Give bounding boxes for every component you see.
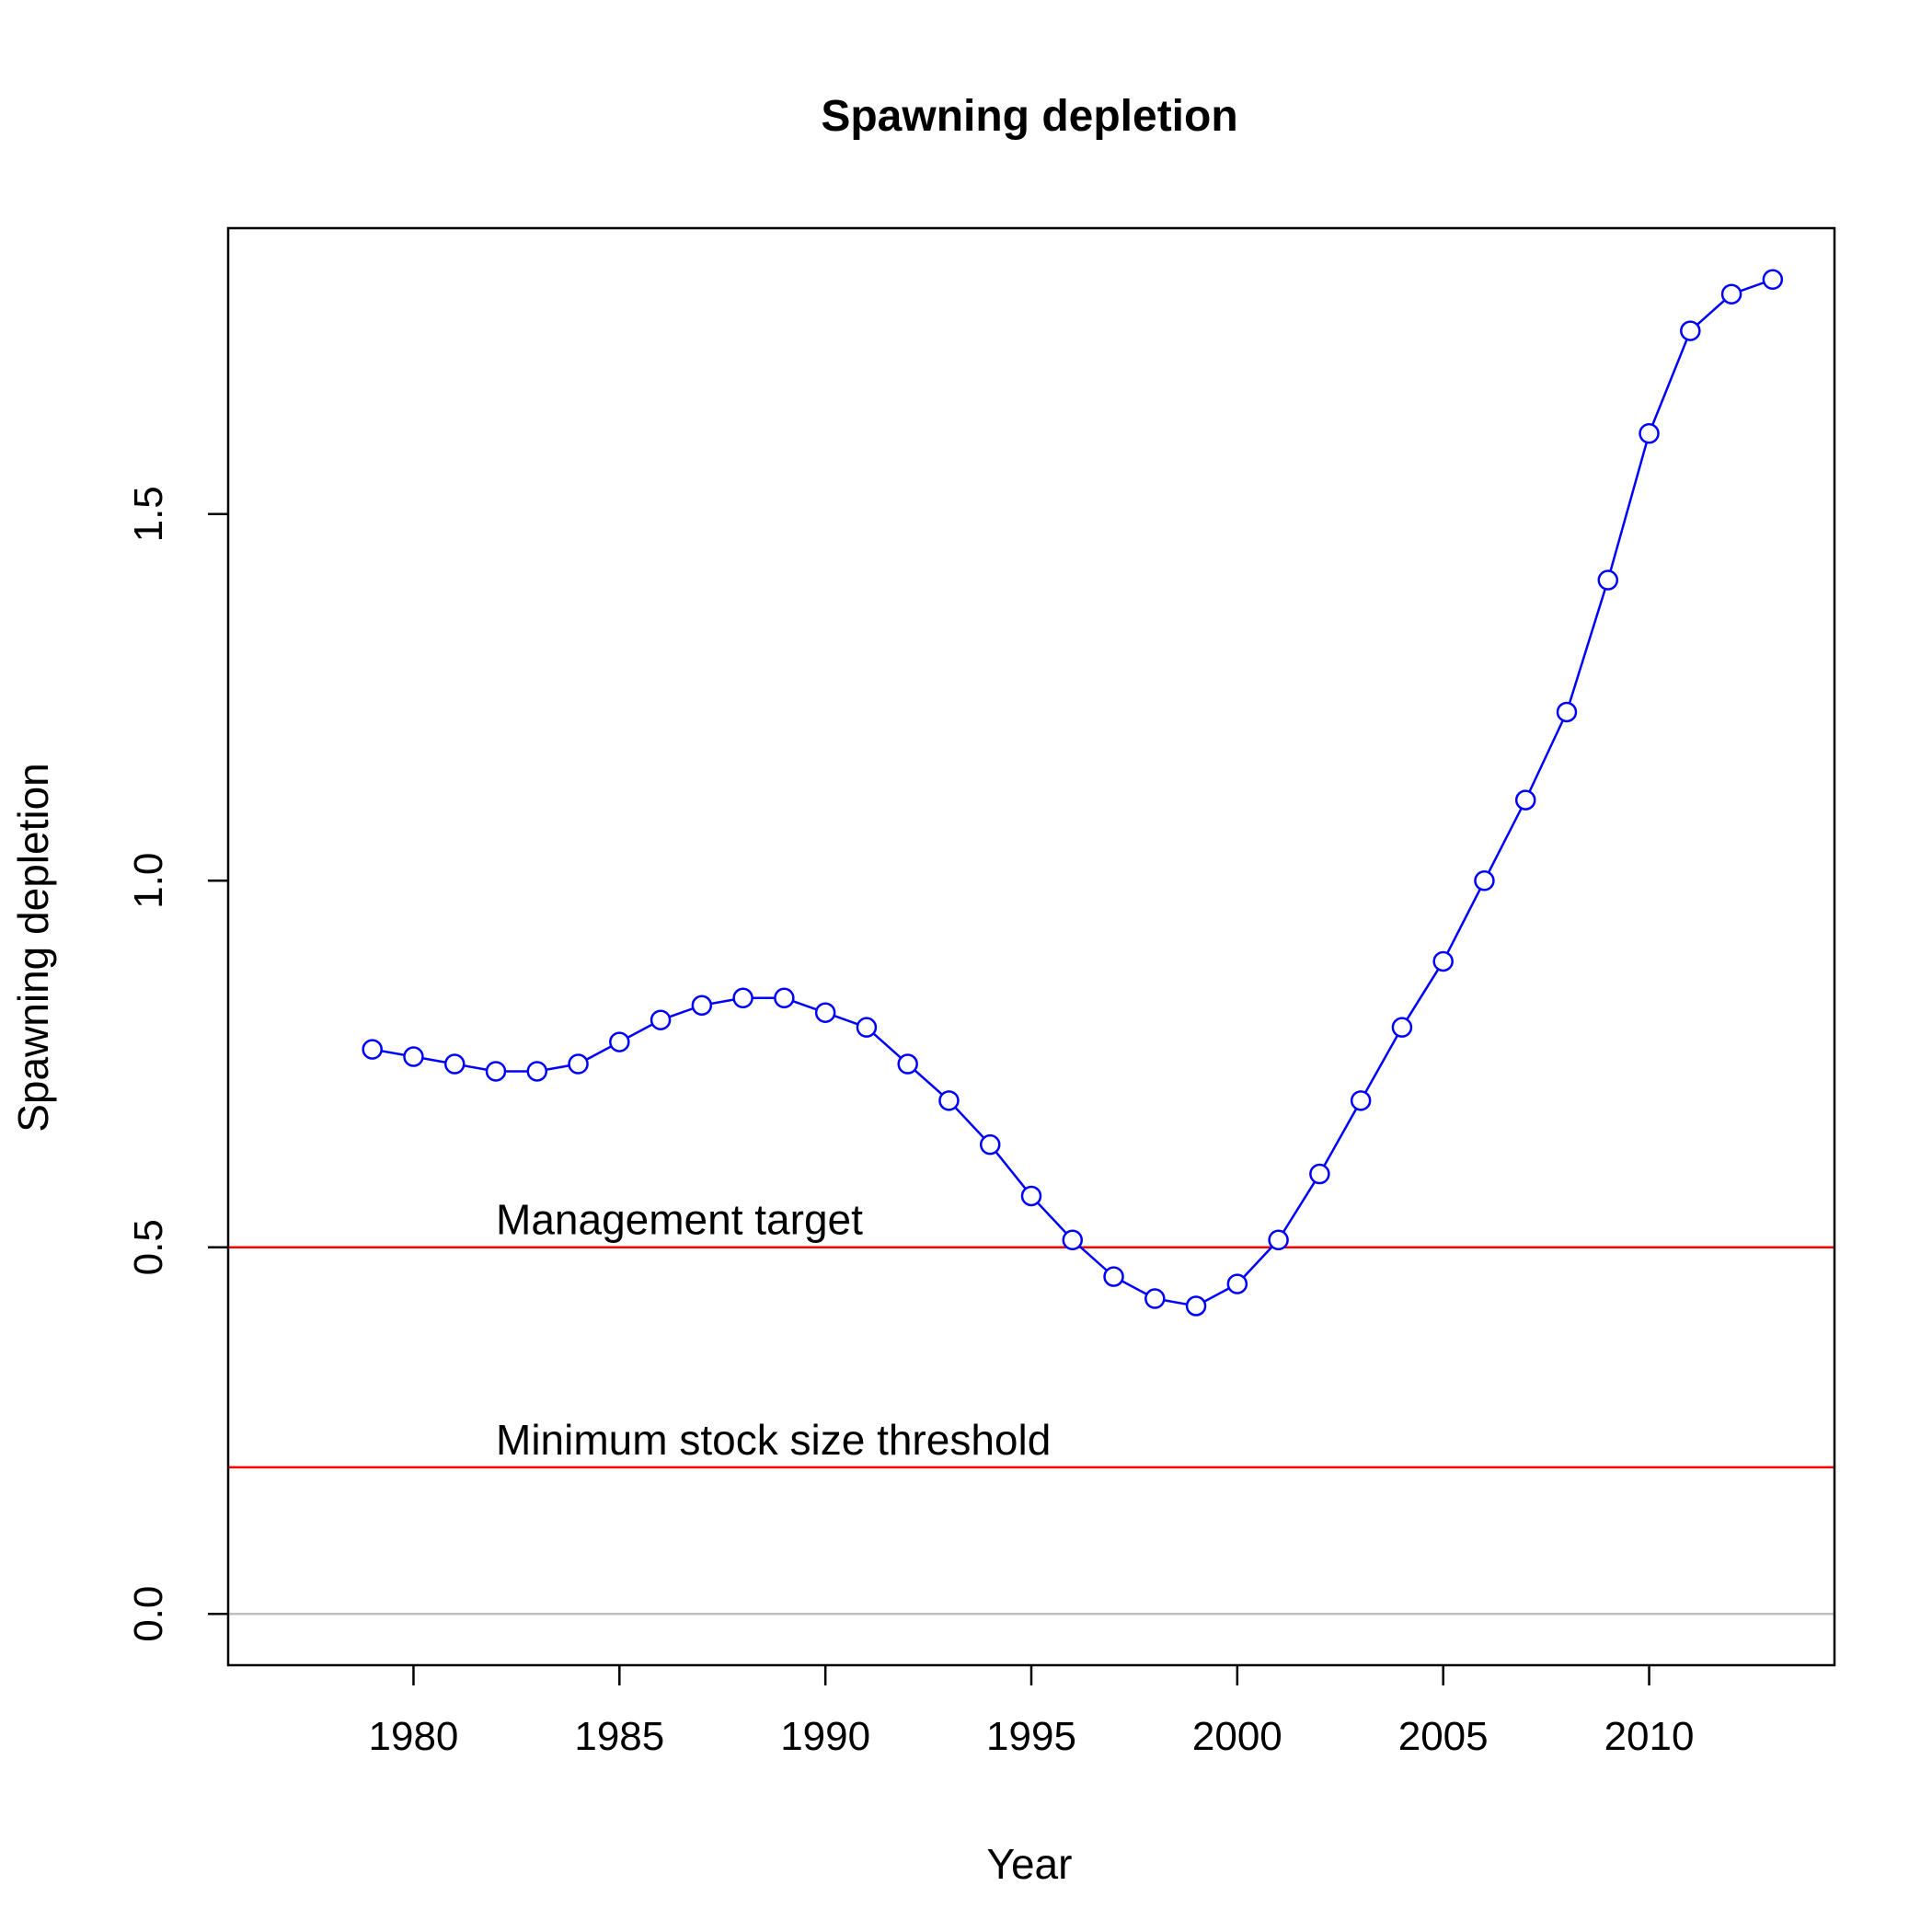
plot-frame: [226, 226, 1836, 1667]
data-point: [979, 1133, 1001, 1156]
data-point: [814, 1002, 836, 1023]
data-point: [609, 1031, 630, 1052]
x-tick-label: 1990: [780, 1714, 870, 1759]
data-point: [1432, 950, 1454, 972]
data-point: [485, 1061, 507, 1082]
data-point: [568, 1053, 589, 1075]
reference-lines: Management target Minimum stock size thre…: [228, 1196, 1834, 1616]
y-tick-label: 0.5: [126, 1219, 171, 1275]
data-point: [526, 1061, 548, 1082]
data-point: [774, 987, 795, 1009]
data-point: [1226, 1273, 1248, 1294]
data-point: [1597, 569, 1619, 591]
data-point: [897, 1053, 918, 1075]
data-point: [938, 1090, 960, 1111]
series-layer: [362, 269, 1784, 1317]
data-point: [1762, 269, 1784, 291]
reference-line-label: Minimum stock size threshold: [496, 1416, 1051, 1464]
data-point: [1020, 1185, 1042, 1207]
x-axis-label: Year: [987, 1840, 1073, 1888]
data-point: [732, 987, 753, 1009]
data-point: [691, 995, 713, 1017]
data-point: [403, 1046, 424, 1067]
x-tick-label: 1995: [986, 1714, 1076, 1759]
data-point: [1680, 320, 1701, 341]
data-point: [1514, 789, 1536, 811]
axes-layer: 1980 1985 1990 1995 2000 2005 2010 0.0 0.5 1.0 1.5: [126, 486, 1694, 1759]
data-point: [1720, 283, 1742, 305]
data-point: [1391, 1017, 1413, 1038]
y-tick-label: 0.0: [126, 1586, 171, 1642]
data-point: [1556, 701, 1578, 723]
x-tick-label: 2000: [1192, 1714, 1282, 1759]
data-point: [1350, 1090, 1372, 1111]
data-point: [650, 1009, 672, 1030]
data-point: [362, 1039, 383, 1060]
data-point: [856, 1017, 878, 1038]
reference-line-label: Management target: [496, 1196, 863, 1244]
data-point: [1474, 870, 1495, 891]
x-tick-label: 1985: [574, 1714, 664, 1759]
data-point: [1144, 1288, 1166, 1309]
data-point: [1185, 1295, 1207, 1317]
x-tick-label: 2005: [1398, 1714, 1489, 1759]
series-line: [372, 278, 1774, 1307]
data-point: [443, 1053, 466, 1075]
x-tick-label: 2010: [1604, 1714, 1695, 1759]
y-tick-label: 1.0: [126, 853, 171, 909]
data-point: [1309, 1163, 1330, 1185]
x-tick-label: 1980: [369, 1714, 459, 1759]
y-axis-label: Spawning depletion: [9, 763, 57, 1133]
data-point: [1103, 1266, 1124, 1287]
data-point: [1062, 1229, 1084, 1251]
chart-title: Spawning depletion: [821, 92, 1237, 141]
data-point: [1639, 422, 1660, 444]
y-tick-label: 1.5: [126, 486, 171, 542]
data-point: [1268, 1229, 1289, 1251]
